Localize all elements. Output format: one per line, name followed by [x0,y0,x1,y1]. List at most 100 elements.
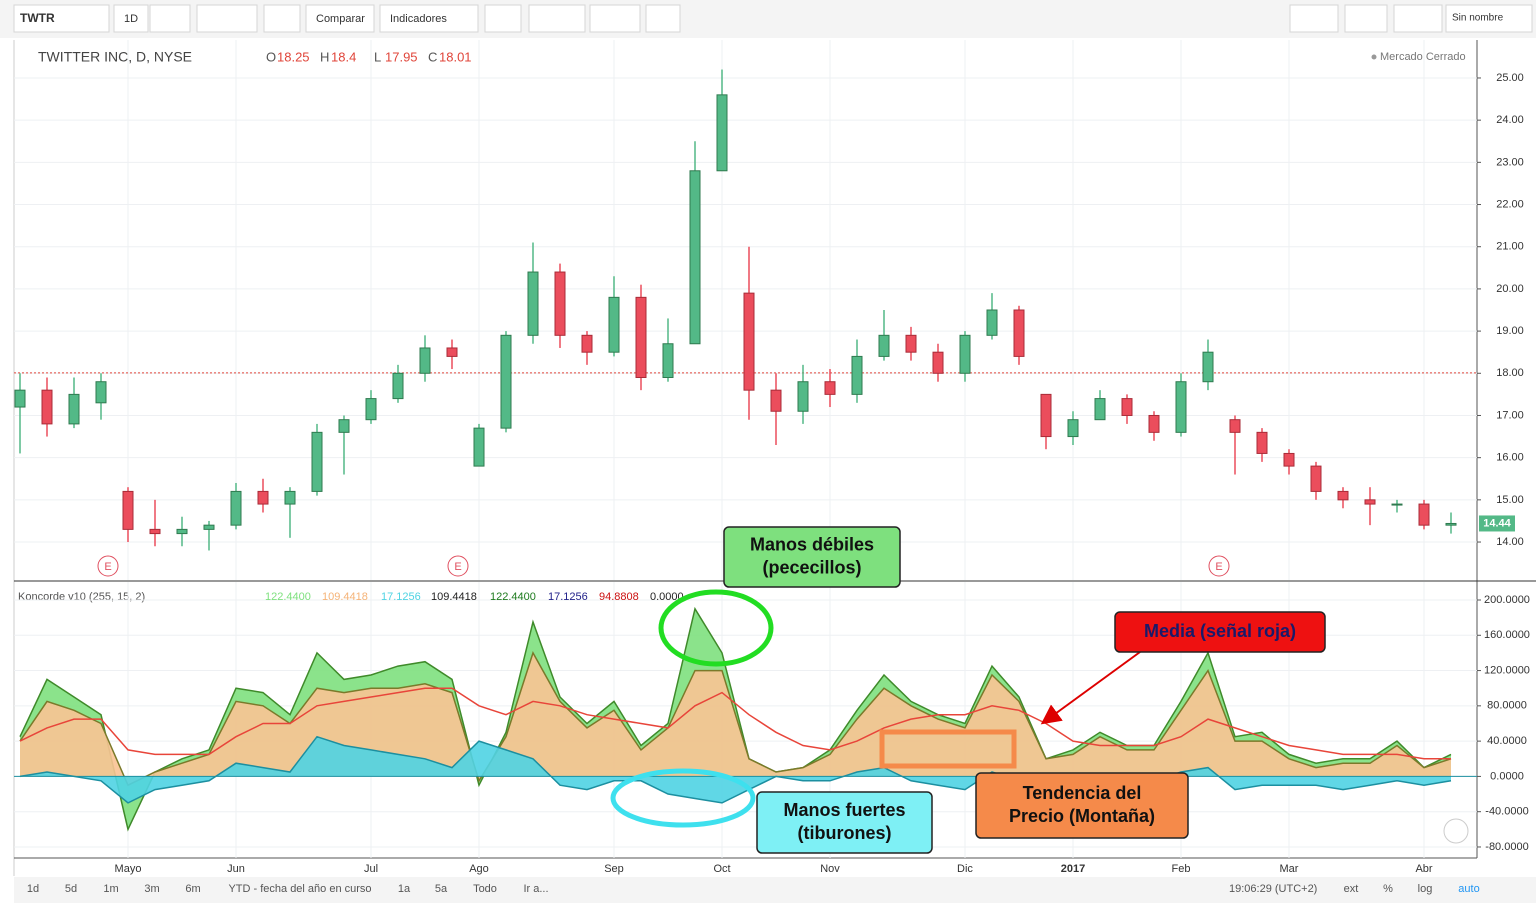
x-tick-label: Mar [1280,863,1299,875]
more-button[interactable] [149,4,191,33]
x-tick-label: Abr [1415,863,1432,875]
fullscreen-button[interactable] [645,4,681,33]
y-tick-label: 20.00 [1496,283,1524,295]
y-tick-label: 17.00 [1496,409,1524,421]
candle-body [230,490,242,526]
annotation-box [756,791,933,854]
candle-body [446,347,458,357]
candle-body [608,296,620,353]
annotation-text: Tendencia del [1023,783,1142,803]
indicator-value: 109.4418 [322,591,368,603]
candle-body [716,94,728,172]
y-tick-label: 23.00 [1496,156,1524,168]
axis-option[interactable]: ext [1344,883,1359,895]
range-button[interactable]: 1m [103,883,118,895]
axis-option[interactable]: % [1383,883,1393,895]
candle-body [689,170,701,345]
range-button[interactable]: 5d [65,883,77,895]
y-tick-label: 18.00 [1496,367,1524,379]
earnings-marker [447,555,469,577]
y-tick-label: 15.00 [1496,494,1524,506]
hints-button[interactable] [528,4,586,33]
annotation-text: (pececillos) [762,557,861,577]
candle-body [473,427,485,467]
candle-body [797,381,809,412]
interval-button[interactable] [113,4,149,33]
candle-body [554,271,566,336]
candle-body [1094,398,1106,421]
indicator-value: 94.8808 [599,591,639,603]
candle-body [581,334,593,353]
candle-body [1067,419,1079,438]
range-button[interactable]: 3m [144,883,159,895]
highlight-rect [879,729,1017,769]
annotation-text: Manos fuertes [783,800,905,820]
ohlc-value: 18.01 [439,49,472,64]
x-tick-label: Jun [227,863,245,875]
ohlc-letter: O [266,49,276,64]
range-button[interactable]: 1a [398,883,411,895]
highlight-ellipse [658,589,774,667]
ohlc-value: 18.4 [331,49,356,64]
x-tick-label: Oct [713,863,730,875]
x-tick-label: 2017 [1061,863,1085,875]
candle-body [500,334,512,429]
layout-button[interactable] [1289,4,1339,33]
ohlc-letter: H [320,49,329,64]
annotation-text: (tiburones) [798,823,892,843]
x-tick-label: Ago [469,863,489,875]
annotation-text: Precio (Montaña) [1009,806,1155,826]
candle-body [1418,503,1430,526]
load-button[interactable] [1344,4,1388,33]
y-tick-label: 120.0000 [1484,664,1530,676]
indicators-button[interactable] [379,4,479,33]
range-button[interactable]: YTD - fecha del año en curso [228,883,371,895]
axis-option[interactable]: auto [1458,883,1479,895]
indicator-value: 122.4400 [490,591,536,603]
bottom-bar [14,877,1536,903]
y-tick-label: 200.0000 [1484,594,1530,606]
undo-redo-button[interactable] [589,4,641,33]
y-tick-label: 24.00 [1496,114,1524,126]
candle-body [1445,522,1457,526]
candle-body [986,309,998,336]
candle-body [95,381,107,404]
x-tick-label: Dic [957,863,973,875]
candle-body [743,292,755,391]
candle-body [1283,452,1295,467]
range-button[interactable]: 5a [435,883,448,895]
scroll-button[interactable] [1443,818,1469,844]
indicator-line [19,735,1452,804]
range-button[interactable]: 6m [185,883,200,895]
settings-button[interactable] [263,4,301,33]
save-button[interactable] [1393,4,1443,33]
candle-body [1229,419,1241,433]
chart-style-button[interactable] [196,4,258,33]
candle-body [1256,431,1268,454]
candle-body [122,490,134,530]
indicator-line [19,687,1451,760]
layout-name-button[interactable] [1445,4,1533,33]
y-tick-label: -40.0000 [1485,806,1528,818]
symbol-box[interactable] [13,4,110,33]
last-price-tag [1479,515,1515,532]
compare-button[interactable] [305,4,375,33]
candle-body [770,389,782,412]
candle-body [824,381,836,395]
candle-body [1148,414,1160,433]
axis-option[interactable]: log [1418,883,1433,895]
earnings-label: E [1215,561,1222,573]
range-button[interactable]: 1d [27,883,39,895]
clock: 19:06:29 (UTC+2) [1229,883,1317,895]
candle-body [1202,351,1214,383]
indicator-area [20,736,1451,803]
earnings-marker [1208,555,1230,577]
range-button[interactable]: Ir a... [523,883,548,895]
y-tick-label: -80.0000 [1485,841,1528,853]
range-button[interactable]: Todo [473,883,497,895]
y-tick-label: 25.00 [1496,72,1524,84]
alert-button[interactable] [484,4,522,33]
candle-body [392,372,404,400]
indicator-value: 17.1256 [548,591,588,603]
